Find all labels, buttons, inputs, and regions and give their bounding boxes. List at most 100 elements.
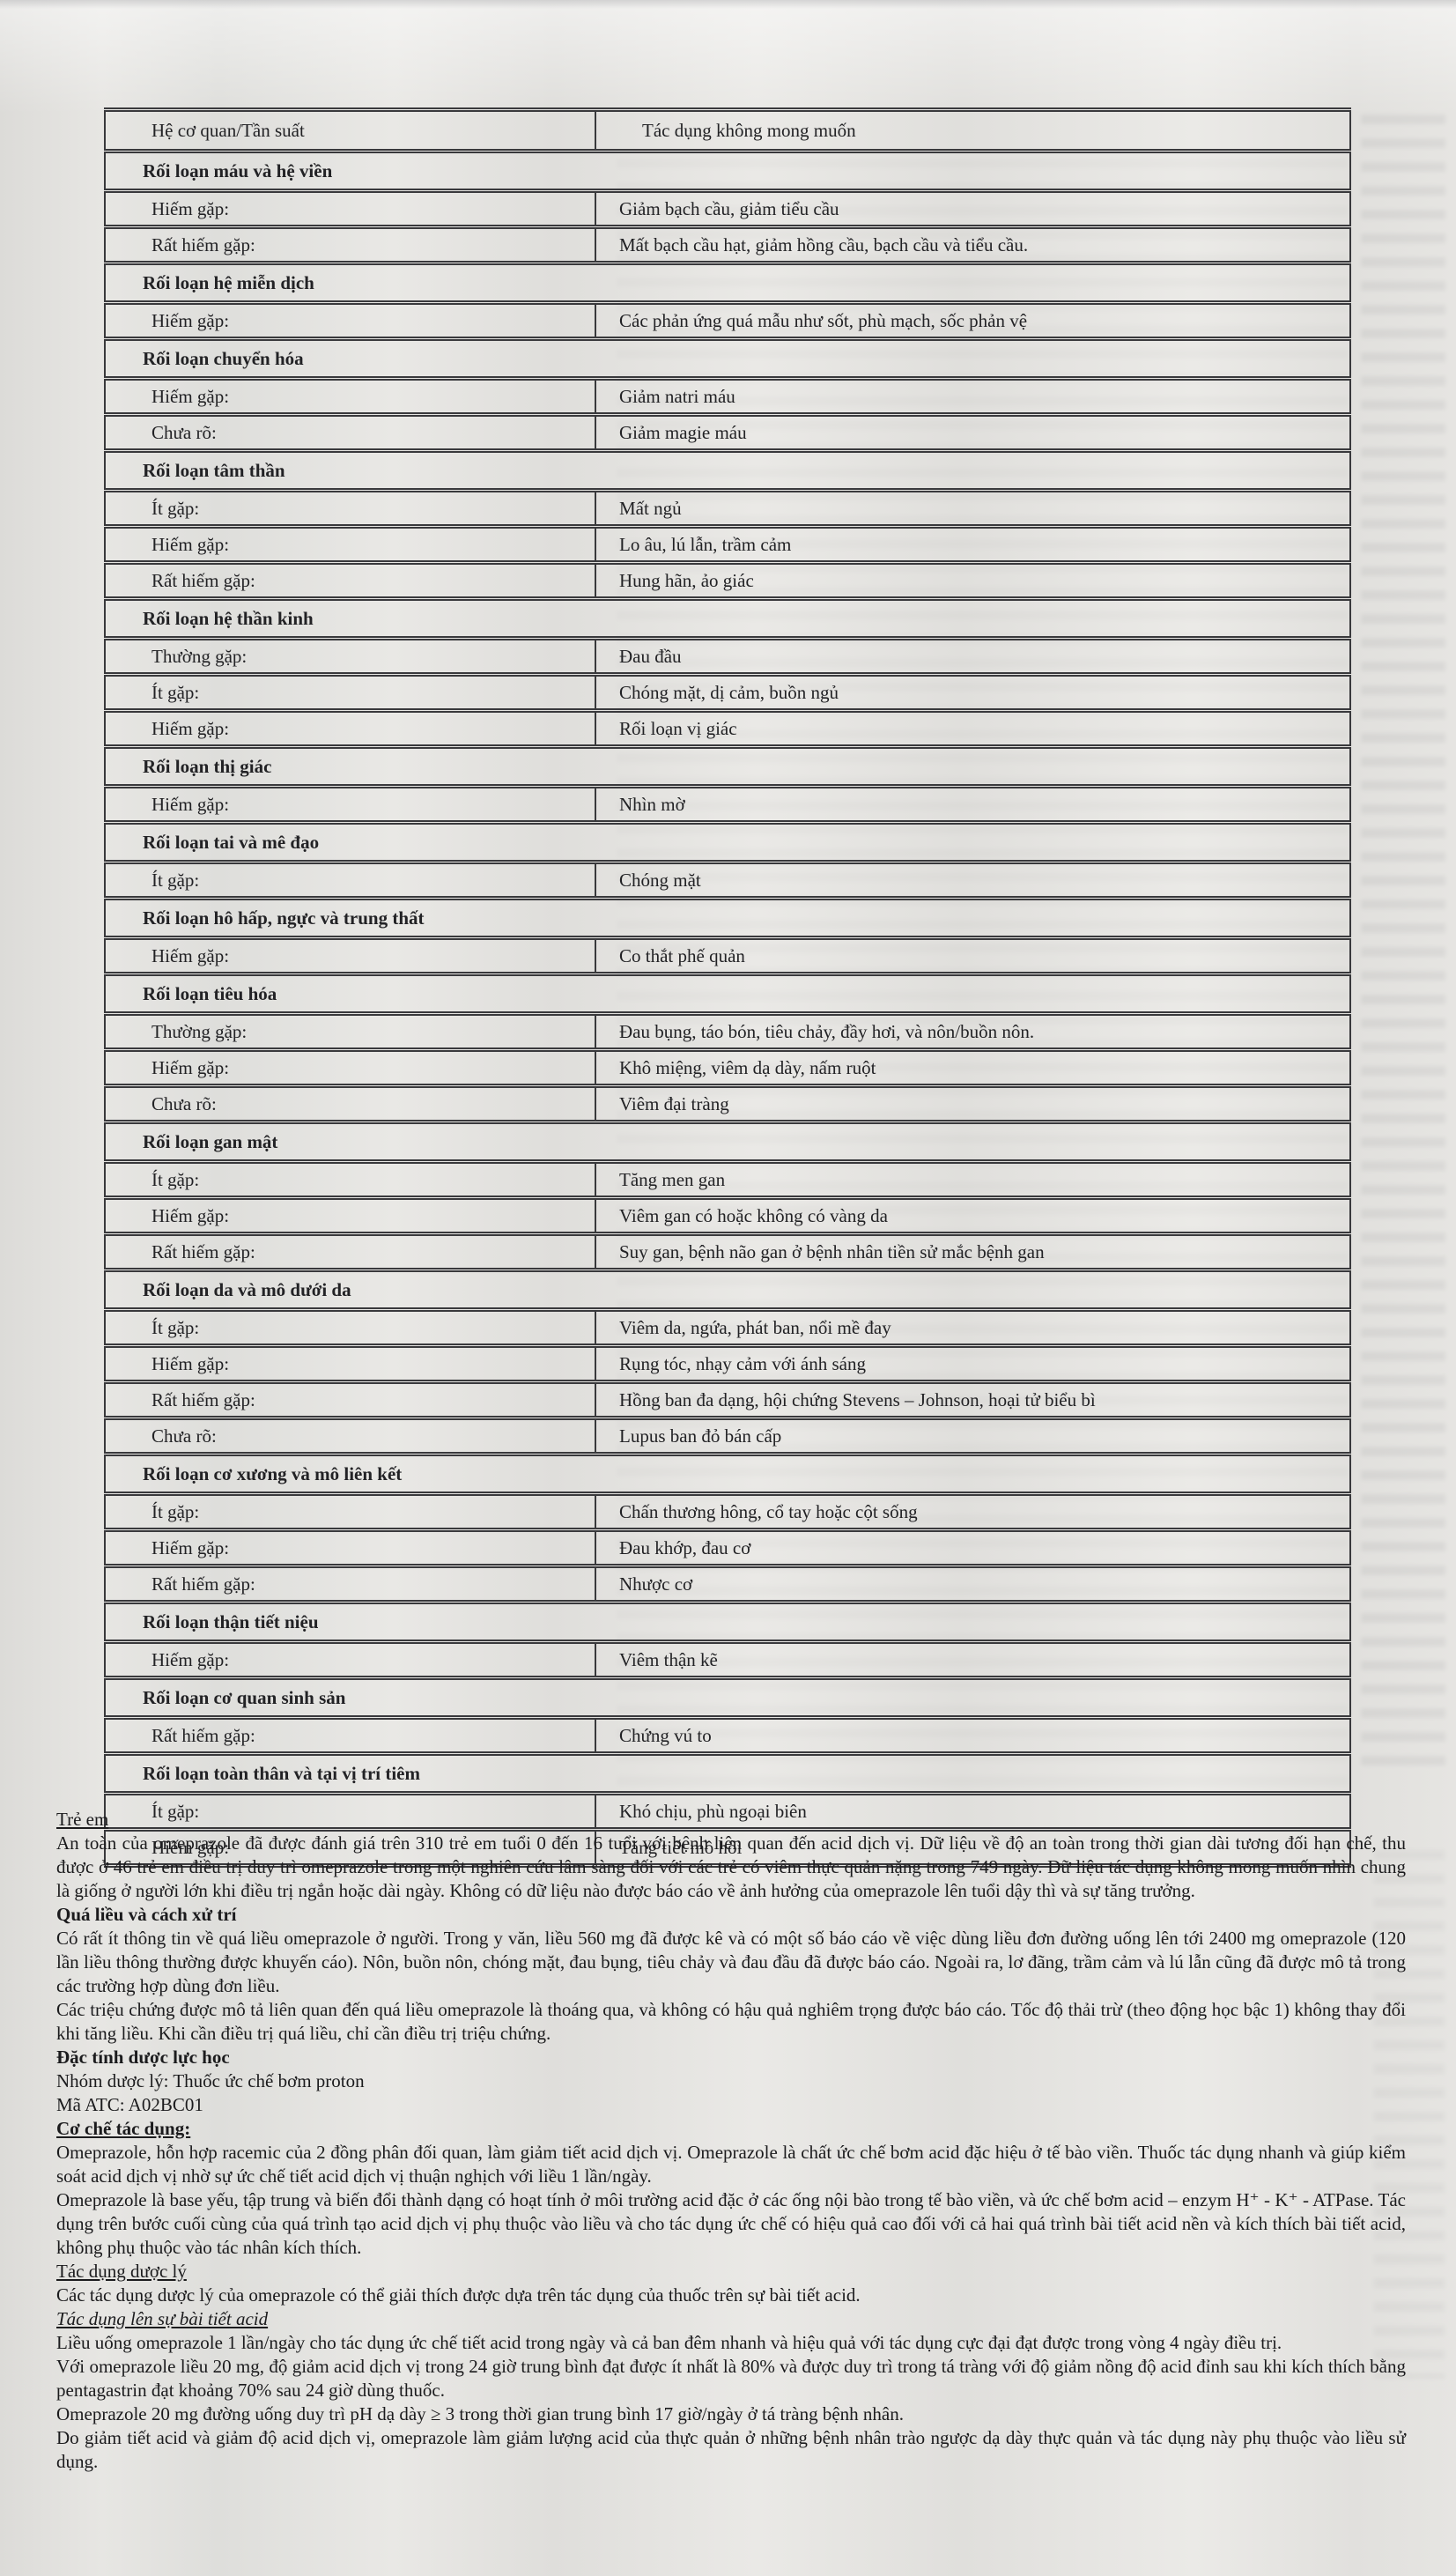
body-heading: Quá liều và cách xử trí (56, 1904, 237, 1925)
table-entry-row: Hiếm gặp: Tăng tiết mồ hôi (104, 1827, 1351, 1868)
table-section-row: Rối loạn hô hấp, ngực và trung thất (104, 896, 1351, 940)
effect-cell: Viêm da, ngứa, phát ban, nổi mề đay (595, 1307, 1351, 1348)
body-paragraph: Có rất ít thông tin về quá liều omeprazo… (56, 1928, 1406, 1996)
leaflet-body-text: Trẻ em An toàn của omeprazole đã được đán… (56, 1808, 1406, 2474)
frequency-cell: Hiếm gặp: (104, 708, 596, 749)
frequency-cell: Rất hiếm gặp: (104, 1380, 596, 1420)
effect-cell: Khô miệng, viêm dạ dày, nấm ruột (595, 1047, 1351, 1088)
effect-cell: Giảm natri máu (595, 376, 1351, 417)
effect-cell: Nhược cơ (595, 1564, 1351, 1604)
organ-system-label: Rối loạn tai và mê đạo (104, 820, 1351, 864)
frequency-cell: Rất hiếm gặp: (104, 1232, 596, 1272)
table-section-row: Rối loạn tâm thần (104, 448, 1351, 492)
frequency-cell: Ít gặp: (104, 860, 596, 900)
table-entry-row: Ít gặp: Chóng mặt (104, 860, 1351, 900)
frequency-cell: Chưa rõ: (104, 412, 596, 453)
table-entry-row: Hiếm gặp: Co thắt phế quản (104, 936, 1351, 976)
body-paragraph: Các tác dụng dược lý của omeprazole có t… (56, 2284, 861, 2306)
table-entry-row: Hiếm gặp: Khô miệng, viêm dạ dày, nấm ruộ… (104, 1047, 1351, 1088)
frequency-cell: Thường gặp: (104, 1011, 596, 1052)
table-section-row: Rối loạn tai và mê đạo (104, 820, 1351, 864)
organ-system-label: Rối loạn hô hấp, ngực và trung thất (104, 896, 1351, 940)
body-paragraph: An toàn của omeprazole đã được đánh giá … (56, 1832, 1406, 1901)
body-paragraph: Với omeprazole liều 20 mg, độ giảm acid … (56, 2356, 1406, 2401)
table-entry-row: Hiếm gặp: Rụng tóc, nhạy cảm với ánh sáng (104, 1344, 1351, 1384)
table-entry-row: Chưa rõ: Giảm magie máu (104, 412, 1351, 453)
table-entry-row: Hiếm gặp: Viêm gan có hoặc không có vàng … (104, 1195, 1351, 1236)
effect-cell: Viêm gan có hoặc không có vàng da (595, 1195, 1351, 1236)
frequency-cell: Hiếm gặp: (104, 189, 596, 229)
frequency-cell: Chưa rõ: (104, 1416, 596, 1456)
table-entry-row: Hiếm gặp: Viêm thận kẽ (104, 1640, 1351, 1680)
frequency-cell: Rất hiếm gặp: (104, 1715, 596, 1756)
frequency-cell: Hiếm gặp: (104, 1827, 596, 1868)
body-heading: Đặc tính dược lực học (56, 2047, 230, 2068)
table-entry-row: Rất hiếm gặp: Nhược cơ (104, 1564, 1351, 1604)
body-paragraph: Liều uống omeprazole 1 lần/ngày cho tác … (56, 2332, 1282, 2353)
organ-frequency-header: Hệ cơ quan/Tần suất (104, 107, 596, 153)
frequency-cell: Ít gặp: (104, 488, 596, 529)
table-section-row: Rối loạn hệ thần kinh (104, 596, 1351, 640)
frequency-cell: Ít gặp: (104, 1791, 596, 1832)
effect-cell: Hồng ban đa dạng, hội chứng Stevens – Jo… (595, 1380, 1351, 1420)
effect-cell: Đau bụng, táo bón, tiêu chảy, đầy hơi, v… (595, 1011, 1351, 1052)
table-entry-row: Chưa rõ: Viêm đại tràng (104, 1084, 1351, 1124)
frequency-cell: Thường gặp: (104, 636, 596, 677)
table-entry-row: Rất hiếm gặp: Suy gan, bệnh não gan ở bện… (104, 1232, 1351, 1272)
organ-system-label: Rối loạn thận tiết niệu (104, 1600, 1351, 1644)
table-entry-row: Rất hiếm gặp: Mất bạch cầu hạt, giảm hồng… (104, 225, 1351, 265)
organ-system-label: Rối loạn cơ xương và mô liên kết (104, 1452, 1351, 1496)
effect-cell: Chấn thương hông, cổ tay hoặc cột sống (595, 1492, 1351, 1532)
body-heading: Tác dụng dược lý (56, 2261, 187, 2282)
table-entry-row: Ít gặp: Chóng mặt, dị cảm, buồn ngủ (104, 672, 1351, 713)
frequency-cell: Chưa rõ: (104, 1084, 596, 1124)
table-section-row: Rối loạn toàn thân và tại vị trí tiêm (104, 1751, 1351, 1795)
frequency-cell: Hiếm gặp: (104, 1047, 596, 1088)
effect-cell: Các phản ứng quá mẫu như sốt, phù mạch, … (595, 300, 1351, 341)
table-entry-row: Hiếm gặp: Rối loạn vị giác (104, 708, 1351, 749)
body-paragraph: Mã ATC: A02BC01 (56, 2094, 203, 2115)
frequency-cell: Hiếm gặp: (104, 784, 596, 825)
effect-cell: Mất ngủ (595, 488, 1351, 529)
adverse-effects-table: Hệ cơ quan/Tần suất Tác dụng không mong … (104, 107, 1351, 1868)
effect-cell: Giảm magie máu (595, 412, 1351, 453)
effect-cell: Giảm bạch cầu, giảm tiểu cầu (595, 189, 1351, 229)
table-section-row: Rối loạn hệ miễn dịch (104, 261, 1351, 305)
table-section-row: Rối loạn thận tiết niệu (104, 1600, 1351, 1644)
frequency-cell: Ít gặp: (104, 1307, 596, 1348)
paper-fold-artifact (0, 0, 1456, 9)
organ-system-label: Rối loạn da và mô dưới da (104, 1268, 1351, 1312)
effect-cell: Viêm đại tràng (595, 1084, 1351, 1124)
organ-system-label: Rối loạn gan mật (104, 1120, 1351, 1164)
effect-cell: Hung hãn, ảo giác (595, 560, 1351, 601)
organ-system-label: Rối loạn tiêu hóa (104, 972, 1351, 1016)
effect-cell: Đau khớp, đau cơ (595, 1528, 1351, 1568)
table-section-row: Rối loạn chuyển hóa (104, 337, 1351, 381)
effect-cell: Co thắt phế quản (595, 936, 1351, 976)
body-paragraph: Omeprazole, hỗn hợp racemic của 2 đồng p… (56, 2142, 1406, 2187)
organ-system-label: Rối loạn máu và hệ viền (104, 149, 1351, 193)
table-entry-row: Thường gặp: Đau bụng, táo bón, tiêu chảy,… (104, 1011, 1351, 1052)
table-entry-row: Ít gặp: Chấn thương hông, cổ tay hoặc cột… (104, 1492, 1351, 1532)
effect-cell: Mất bạch cầu hạt, giảm hồng cầu, bạch cầ… (595, 225, 1351, 265)
table-entry-row: Hiếm gặp: Lo âu, lú lẫn, trầm cảm (104, 524, 1351, 565)
body-heading: Tác dụng lên sự bài tiết acid (56, 2308, 269, 2329)
organ-system-label: Rối loạn thị giác (104, 744, 1351, 788)
table-entry-row: Ít gặp: Mất ngủ (104, 488, 1351, 529)
table-section-row: Rối loạn tiêu hóa (104, 972, 1351, 1016)
effect-cell: Rối loạn vị giác (595, 708, 1351, 749)
body-heading: Cơ chế tác dụng: (56, 2118, 191, 2139)
table-section-row: Rối loạn máu và hệ viền (104, 149, 1351, 193)
frequency-cell: Hiếm gặp: (104, 936, 596, 976)
effect-cell: Chóng mặt, dị cảm, buồn ngủ (595, 672, 1351, 713)
frequency-cell: Rất hiếm gặp: (104, 1564, 596, 1604)
effect-cell: Nhìn mờ (595, 784, 1351, 825)
effect-cell: Suy gan, bệnh não gan ở bệnh nhân tiền s… (595, 1232, 1351, 1272)
frequency-cell: Rất hiếm gặp: (104, 560, 596, 601)
effect-cell: Rụng tóc, nhạy cảm với ánh sáng (595, 1344, 1351, 1384)
table-entry-row: Rất hiếm gặp: Chứng vú to (104, 1715, 1351, 1756)
effect-cell: Viêm thận kẽ (595, 1640, 1351, 1680)
bleedthrough-artifact (1361, 115, 1445, 1771)
body-paragraph: Nhóm dược lý: Thuốc ức chế bơm proton (56, 2070, 365, 2091)
organ-system-label: Rối loạn chuyển hóa (104, 337, 1351, 381)
